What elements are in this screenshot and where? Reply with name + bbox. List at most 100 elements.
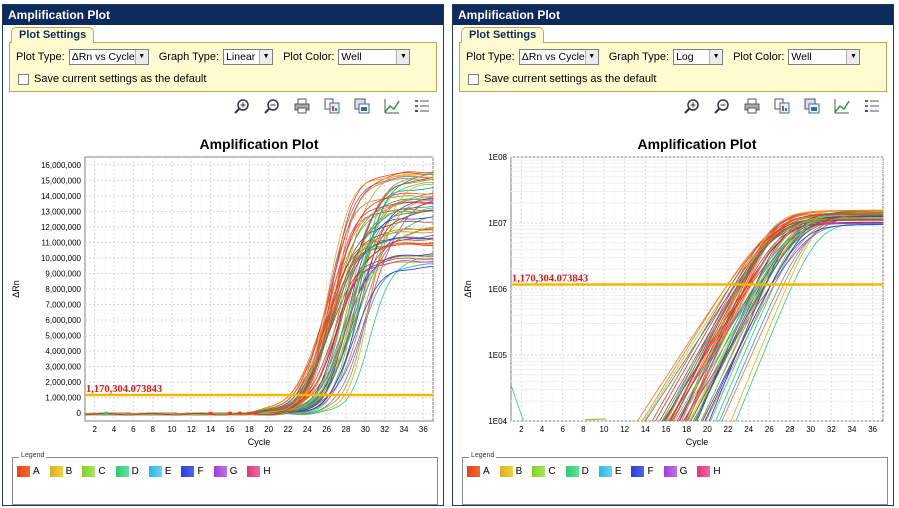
x-tick-label: 18 xyxy=(682,425,691,434)
plot-color-select[interactable]: Well ▼ xyxy=(338,49,411,65)
y-tick-label: 16,000,000 xyxy=(41,161,82,170)
legend-item[interactable]: C xyxy=(532,466,556,477)
curves-group xyxy=(511,209,883,421)
x-tick-label: 28 xyxy=(786,425,795,434)
x-tick-label: 30 xyxy=(806,425,815,434)
legend-item[interactable]: A xyxy=(17,466,40,477)
legend-item[interactable]: H xyxy=(247,466,271,477)
y-tick-label: 1E04 xyxy=(488,417,507,426)
y-tick-label: 8,000,000 xyxy=(45,285,81,294)
x-tick-label: 10 xyxy=(168,425,177,434)
x-tick-label: 24 xyxy=(744,425,753,434)
y-tick-label: 15,000,000 xyxy=(41,176,82,185)
amplification-panel-linear: Amplification Plot Plot Settings Plot Ty… xyxy=(2,4,444,506)
zoom-in-icon[interactable] xyxy=(233,97,251,115)
amplification-curve xyxy=(690,214,883,421)
chart-icon[interactable] xyxy=(833,97,851,115)
chevron-down-icon: ▼ xyxy=(584,50,598,64)
legend-item[interactable]: F xyxy=(631,466,654,477)
copy-icon[interactable] xyxy=(323,97,341,115)
legend-swatch xyxy=(598,466,612,477)
legend-item[interactable]: D xyxy=(115,466,139,477)
x-tick-label: 28 xyxy=(342,425,351,434)
legend-item[interactable]: E xyxy=(148,466,171,477)
amplification-curve xyxy=(670,213,883,421)
amplification-curve xyxy=(85,231,433,416)
x-tick-label: 22 xyxy=(724,425,733,434)
y-axis-label: ΔRn xyxy=(11,280,21,298)
legend-icon[interactable] xyxy=(863,97,881,115)
x-tick-label: 36 xyxy=(419,425,428,434)
plot-color-select[interactable]: Well ▼ xyxy=(788,49,861,65)
legend-swatch xyxy=(532,466,546,477)
export-icon[interactable] xyxy=(803,97,821,115)
legend-items: A B C D E F G H xyxy=(467,466,721,477)
chart-title: Amplification Plot xyxy=(638,136,757,152)
plot-settings-box: Plot Type: ΔRn vs Cycle ▼ Graph Type: Lin… xyxy=(9,42,437,92)
legend-item[interactable]: E xyxy=(598,466,621,477)
y-tick-label: 1,000,000 xyxy=(45,394,81,403)
legend-item[interactable]: G xyxy=(663,466,688,477)
legend-item[interactable]: H xyxy=(697,466,721,477)
y-tick-label: 10,000,000 xyxy=(41,254,82,263)
legend-label: H xyxy=(263,466,271,477)
legend-label: F xyxy=(197,466,204,477)
legend-label: H xyxy=(713,466,721,477)
legend-label: G xyxy=(679,466,688,477)
plot-type-label: Plot Type: xyxy=(466,51,515,63)
baseline-marker xyxy=(237,411,242,415)
zoom-in-icon[interactable] xyxy=(683,97,701,115)
graph-type-select[interactable]: Linear ▼ xyxy=(223,49,274,65)
legend-title: Legend xyxy=(19,452,47,459)
legend-swatch xyxy=(247,466,261,477)
chevron-down-icon: ▼ xyxy=(134,50,148,64)
save-default-checkbox[interactable] xyxy=(18,73,29,85)
legend-item[interactable]: D xyxy=(565,466,589,477)
x-tick-label: 34 xyxy=(848,425,857,434)
copy-icon[interactable] xyxy=(773,97,791,115)
baseline-marker xyxy=(228,411,232,415)
zoom-out-icon[interactable] xyxy=(263,97,281,115)
threshold-label: 1,170,304.073843 xyxy=(512,273,588,284)
print-icon[interactable] xyxy=(743,97,761,115)
legend-icon[interactable] xyxy=(413,97,431,115)
y-tick-label: 6,000,000 xyxy=(45,316,81,325)
plot-type-label: Plot Type: xyxy=(16,51,65,63)
export-icon[interactable] xyxy=(353,97,371,115)
print-icon[interactable] xyxy=(293,97,311,115)
plot-settings-tab[interactable]: Plot Settings xyxy=(11,27,95,43)
early-curve-segment xyxy=(585,418,607,421)
legend-swatch xyxy=(82,466,96,477)
plot-type-select[interactable]: ΔRn vs Cycle ▼ xyxy=(68,49,149,65)
x-tick-label: 32 xyxy=(827,425,836,434)
zoom-out-icon[interactable] xyxy=(713,97,731,115)
threshold-label: 1,170,304.073843 xyxy=(86,384,162,395)
x-tick-label: 30 xyxy=(361,425,370,434)
plot-color-value: Well xyxy=(341,51,362,63)
save-default-label: Save current settings as the default xyxy=(34,73,207,85)
save-default-checkbox[interactable] xyxy=(468,73,479,85)
chevron-down-icon: ▼ xyxy=(259,50,273,64)
y-tick-label: 5,000,000 xyxy=(45,332,81,341)
x-tick-label: 2 xyxy=(519,425,524,434)
legend-item[interactable]: G xyxy=(213,466,237,477)
x-tick-label: 6 xyxy=(131,425,136,434)
legend-item[interactable]: B xyxy=(499,466,522,477)
legend-item[interactable]: B xyxy=(49,466,72,477)
legend-item[interactable]: C xyxy=(82,466,106,477)
legend-item[interactable]: A xyxy=(467,466,490,477)
legend-label: D xyxy=(581,466,589,477)
x-tick-label: 4 xyxy=(540,425,545,434)
plot-type-select[interactable]: ΔRn vs Cycle ▼ xyxy=(518,49,599,65)
plot-settings-tab[interactable]: Plot Settings xyxy=(461,27,545,43)
y-tick-label: 14,000,000 xyxy=(41,192,82,201)
baseline-marker xyxy=(208,411,213,415)
x-tick-label: 12 xyxy=(187,425,196,434)
chart-icon[interactable] xyxy=(383,97,401,115)
y-tick-label: 4,000,000 xyxy=(45,347,81,356)
legend-item[interactable]: F xyxy=(181,466,204,477)
graph-type-select[interactable]: Log ▼ xyxy=(673,49,724,65)
plot-color-label: Plot Color: xyxy=(733,51,785,63)
amplification-curve xyxy=(85,209,433,416)
legend-swatch xyxy=(17,466,30,477)
